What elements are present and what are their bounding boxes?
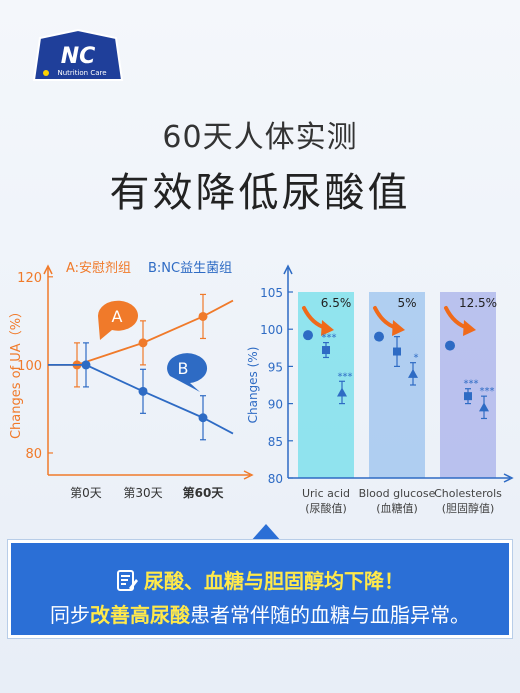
panel-0-pct: 6.5% xyxy=(321,296,352,310)
banner-sub-highlight: 改善高尿酸 xyxy=(90,603,190,627)
group-1-triangle-point xyxy=(408,368,418,378)
group-2-triangle-point xyxy=(479,402,489,412)
right-x-arrow xyxy=(503,473,514,483)
left-ylabel: Changes of UA（%） xyxy=(9,305,24,439)
right-ytick-label: 85 xyxy=(268,435,283,449)
callout-a-bubble xyxy=(97,300,138,340)
group-0-sig: *** xyxy=(338,371,353,382)
summary-banner: 尿酸、血糖与胆固醇均下降！ 同步改善高尿酸患者常伴随的血糖与血脂异常。 xyxy=(8,540,512,638)
left-y-arrow xyxy=(43,264,53,275)
right-ytick-label: 105 xyxy=(260,286,283,300)
right-ytick-label: 95 xyxy=(268,360,283,374)
group-0-label-cn: (尿酸值) xyxy=(305,501,347,515)
series-B-point xyxy=(198,413,208,423)
series-A-line xyxy=(48,299,234,366)
banner-sub-post: 患者常伴随的血糖与血脂异常。 xyxy=(190,603,470,627)
panel-2-pct: 12.5% xyxy=(459,296,497,310)
series-A-point xyxy=(198,311,208,321)
right-y-arrow xyxy=(283,264,293,275)
panel-1-pct: 5% xyxy=(397,296,416,310)
group-0-triangle-point xyxy=(337,387,347,397)
group-1-label-cn: (血糖值) xyxy=(376,501,418,515)
svg-text:Nutrition Care: Nutrition Care xyxy=(57,69,106,77)
callout-a-label: A xyxy=(112,307,123,326)
group-0-label: Uric acid xyxy=(302,487,350,500)
svg-text:NC: NC xyxy=(61,44,96,69)
group-2-sig: *** xyxy=(480,386,495,397)
group-2-label-cn: (胆固醇值) xyxy=(442,501,495,515)
panel-1-bg xyxy=(369,292,425,478)
group-1-circle-point xyxy=(374,331,384,342)
group-0-sig: *** xyxy=(322,333,337,344)
group-2-circle-point xyxy=(445,340,455,351)
series-A-point xyxy=(138,338,148,348)
right-ytick-label: 90 xyxy=(268,398,283,412)
banner-subline: 同步改善高尿酸患者常伴随的血糖与血脂异常。 xyxy=(11,599,509,628)
group-2-square-point xyxy=(464,392,472,401)
charts: 80 100 120 Changes of UA（%） 第0天 第30天 第60天 A B 6.5… xyxy=(9,264,514,515)
panel-2-bg xyxy=(440,292,496,478)
group-2-sig: *** xyxy=(464,379,479,390)
left-xtick-label: 第0天 xyxy=(70,486,102,500)
title-60-days: 60天人体实测 xyxy=(162,120,358,155)
panel-1-arrowhead xyxy=(392,320,405,336)
left-xtick-label: 第60天 xyxy=(183,485,225,500)
left-x-arrow xyxy=(243,470,254,480)
panel-0-bg xyxy=(298,292,354,478)
banner-notch xyxy=(250,524,282,542)
panel-2-arrowhead xyxy=(463,320,476,336)
nc-logo: NC Nutrition Care xyxy=(30,28,126,84)
left-ytick-label: 100 xyxy=(17,359,42,374)
banner-sub-pre: 同步 xyxy=(50,603,90,627)
right-ylabel: Changes (%) xyxy=(246,347,260,424)
series-B-point xyxy=(81,360,91,370)
group-0-circle-point xyxy=(303,330,313,341)
panel-0-arrowhead xyxy=(321,320,334,336)
banner-headline: 尿酸、血糖与胆固醇均下降！ xyxy=(11,565,509,594)
right-ytick-label: 100 xyxy=(260,323,283,337)
note-icon xyxy=(116,570,138,592)
series-B-line xyxy=(48,363,234,435)
callout-b-label: B xyxy=(178,359,189,378)
right-ytick-label: 80 xyxy=(268,472,283,486)
banner-headline-text: 尿酸、血糖与胆固醇均下降！ xyxy=(144,569,404,593)
callout-b-bubble xyxy=(167,353,208,392)
legend-placebo: A:安慰剂组 xyxy=(66,261,132,276)
left-ytick-label: 120 xyxy=(17,271,42,286)
group-1-label: Blood glucose xyxy=(359,487,436,500)
group-0-square-point xyxy=(322,346,330,355)
legend-nc-probiotic: B:NC益生菌组 xyxy=(148,261,233,276)
left-ytick-label: 80 xyxy=(25,447,42,462)
left-xtick-label: 第30天 xyxy=(123,486,162,500)
group-1-sig: * xyxy=(414,353,419,364)
group-1-square-point xyxy=(393,347,401,356)
group-2-label: Cholesterols xyxy=(434,487,502,500)
series-B-point xyxy=(138,386,148,396)
title-lower-uric-acid: 有效降低尿酸值 xyxy=(109,170,411,216)
